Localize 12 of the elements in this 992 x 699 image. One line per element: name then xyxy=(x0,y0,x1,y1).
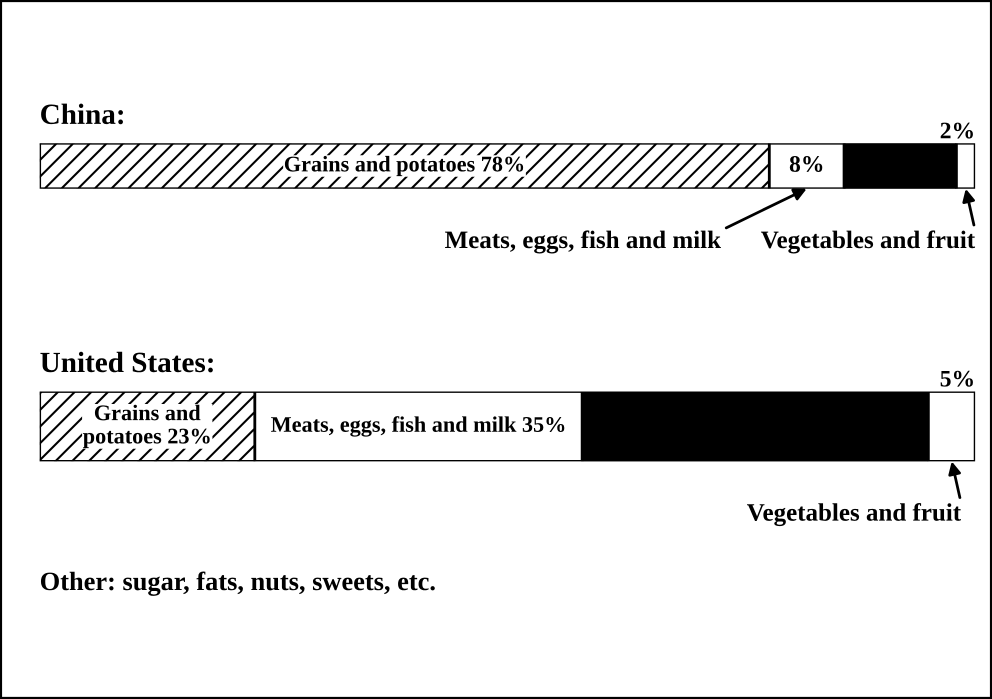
data-label: 2% xyxy=(940,122,973,139)
legend-label: Vegetables and fruit xyxy=(747,503,961,526)
text: Grains and potatoes 23% xyxy=(83,404,210,448)
data-label: 5% xyxy=(940,370,973,387)
text: Other: sugar, fats, nuts, sweets, etc. xyxy=(40,571,435,596)
text: Meats, eggs, fish and milk 35% xyxy=(271,416,564,437)
chart-title: United States: xyxy=(40,352,213,372)
legend-label: Vegetables and fruit xyxy=(761,230,976,254)
text: Meats, eggs, fish and milk xyxy=(445,230,721,254)
text: Grains and potatoes 78% xyxy=(284,156,524,176)
chart-title: China: xyxy=(41,104,123,124)
data-label: 8% xyxy=(790,156,822,172)
